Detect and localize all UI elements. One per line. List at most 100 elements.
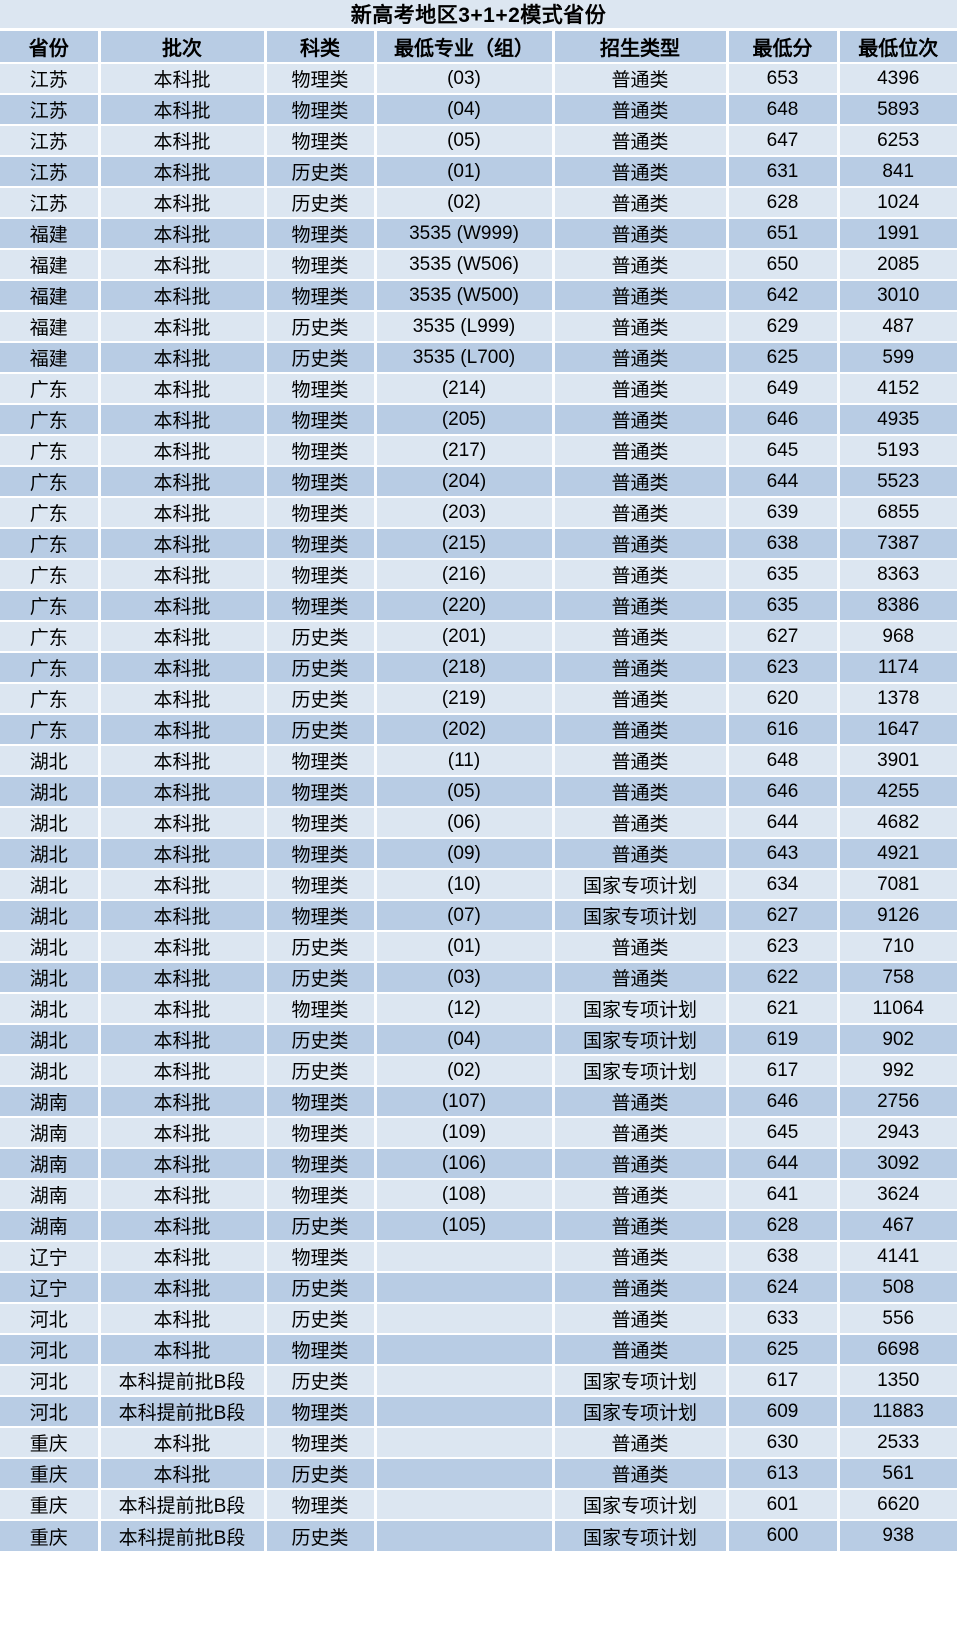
table-cell: 国家专项计划 <box>553 993 729 1025</box>
table-cell: 645 <box>727 1117 840 1149</box>
table-cell: (201) <box>375 621 555 653</box>
table-cell: 5893 <box>838 94 957 126</box>
table-cell: 物理类 <box>265 1427 377 1459</box>
table-cell: 重庆 <box>0 1520 101 1551</box>
table-cell: 福建 <box>0 218 101 250</box>
table-cell: 广东 <box>0 652 101 684</box>
table-row: 湖北 本科批 物理类 (07) 国家专项计划 627 9126 <box>0 900 957 932</box>
table-cell: 653 <box>727 63 840 95</box>
table-cell: 646 <box>727 1086 840 1118</box>
table-cell: 湖北 <box>0 900 101 932</box>
table-cell: 物理类 <box>265 745 377 777</box>
table-cell: 本科批 <box>99 1117 267 1149</box>
table-cell: 628 <box>727 187 840 219</box>
table-cell: 609 <box>727 1396 840 1428</box>
table-cell: 普通类 <box>553 807 729 839</box>
table-cell: 649 <box>727 373 840 405</box>
table-cell: 643 <box>727 838 840 870</box>
table-cell: 5523 <box>838 466 957 498</box>
table-cell: 650 <box>727 249 840 281</box>
table-cell: 本科批 <box>99 218 267 250</box>
table-cell: 561 <box>838 1458 957 1490</box>
table-cell: 631 <box>727 156 840 188</box>
table-cell: 625 <box>727 342 840 374</box>
table-cell: 本科批 <box>99 435 267 467</box>
table-cell: 物理类 <box>265 559 377 591</box>
table-cell: 4152 <box>838 373 957 405</box>
table-cell: 物理类 <box>265 125 377 157</box>
table-cell: 本科批 <box>99 1241 267 1273</box>
table-row: 广东 本科批 历史类 (219) 普通类 620 1378 <box>0 683 957 715</box>
table-cell: 历史类 <box>265 1458 377 1490</box>
table-cell: (109) <box>375 1117 555 1149</box>
table-cell: 本科批 <box>99 1055 267 1087</box>
table-cell: 625 <box>727 1334 840 1366</box>
table-cell: 湖北 <box>0 1024 101 1056</box>
table-cell: 3535 (L999) <box>375 311 555 343</box>
table-cell: 历史类 <box>265 187 377 219</box>
table-cell: 627 <box>727 900 840 932</box>
table-cell: 本科批 <box>99 931 267 963</box>
table-cell: (218) <box>375 652 555 684</box>
table-cell: 历史类 <box>265 1303 377 1335</box>
table-cell: 物理类 <box>265 900 377 932</box>
table-cell: 620 <box>727 683 840 715</box>
table-cell <box>375 1427 555 1459</box>
table-cell: 841 <box>838 156 957 188</box>
table-cell: 普通类 <box>553 1148 729 1180</box>
table-cell: 623 <box>727 652 840 684</box>
column-header: 最低分 <box>727 31 840 64</box>
table-cell: 福建 <box>0 311 101 343</box>
table-cell: 普通类 <box>553 621 729 653</box>
table-cell: 本科批 <box>99 1427 267 1459</box>
table-cell: 历史类 <box>265 1210 377 1242</box>
table-cell: 5193 <box>838 435 957 467</box>
table-cell: (107) <box>375 1086 555 1118</box>
table-row: 重庆 本科提前批B段 历史类 国家专项计划 600 938 <box>0 1520 957 1551</box>
table-row: 福建 本科批 物理类 3535 (W999) 普通类 651 1991 <box>0 218 957 250</box>
table-cell: 普通类 <box>553 1272 729 1304</box>
table-cell: 本科提前批B段 <box>99 1396 267 1428</box>
table-cell: 物理类 <box>265 1241 377 1273</box>
table-cell: 辽宁 <box>0 1272 101 1304</box>
table-cell: 物理类 <box>265 807 377 839</box>
table-cell: 物理类 <box>265 1086 377 1118</box>
table-row: 湖北 本科批 物理类 (11) 普通类 648 3901 <box>0 745 957 777</box>
table-cell: 物理类 <box>265 497 377 529</box>
table-cell: 历史类 <box>265 311 377 343</box>
table-cell: 普通类 <box>553 1086 729 1118</box>
table-cell: 3535 (W506) <box>375 249 555 281</box>
table-cell: 历史类 <box>265 931 377 963</box>
table-cell: 645 <box>727 435 840 467</box>
table-cell: 历史类 <box>265 1520 377 1551</box>
table-cell: 600 <box>727 1520 840 1551</box>
table-cell: 613 <box>727 1458 840 1490</box>
table-cell: 广东 <box>0 559 101 591</box>
table-cell: 本科批 <box>99 1210 267 1242</box>
table-cell: 湖北 <box>0 993 101 1025</box>
table-cell: 普通类 <box>553 342 729 374</box>
table-cell: 广东 <box>0 528 101 560</box>
table-row: 湖北 本科批 历史类 (03) 普通类 622 758 <box>0 962 957 994</box>
table-row: 湖北 本科批 历史类 (04) 国家专项计划 619 902 <box>0 1024 957 1056</box>
table-cell: (05) <box>375 125 555 157</box>
table-cell: 普通类 <box>553 652 729 684</box>
table-cell: 本科批 <box>99 1458 267 1490</box>
table-cell: (106) <box>375 1148 555 1180</box>
table-cell: 物理类 <box>265 435 377 467</box>
table-cell: 本科批 <box>99 745 267 777</box>
table-cell: 福建 <box>0 342 101 374</box>
table-cell: 本科批 <box>99 590 267 622</box>
table-cell: 本科批 <box>99 404 267 436</box>
table-cell: 重庆 <box>0 1427 101 1459</box>
table-cell: 644 <box>727 466 840 498</box>
table-cell: 本科批 <box>99 559 267 591</box>
table-cell: 4935 <box>838 404 957 436</box>
column-header: 最低专业（组） <box>375 31 555 64</box>
table-cell: (216) <box>375 559 555 591</box>
table-cell: 902 <box>838 1024 957 1056</box>
table-cell: 648 <box>727 94 840 126</box>
table-cell: 本科批 <box>99 714 267 746</box>
table-cell: 1350 <box>838 1365 957 1397</box>
table-cell: 广东 <box>0 373 101 405</box>
